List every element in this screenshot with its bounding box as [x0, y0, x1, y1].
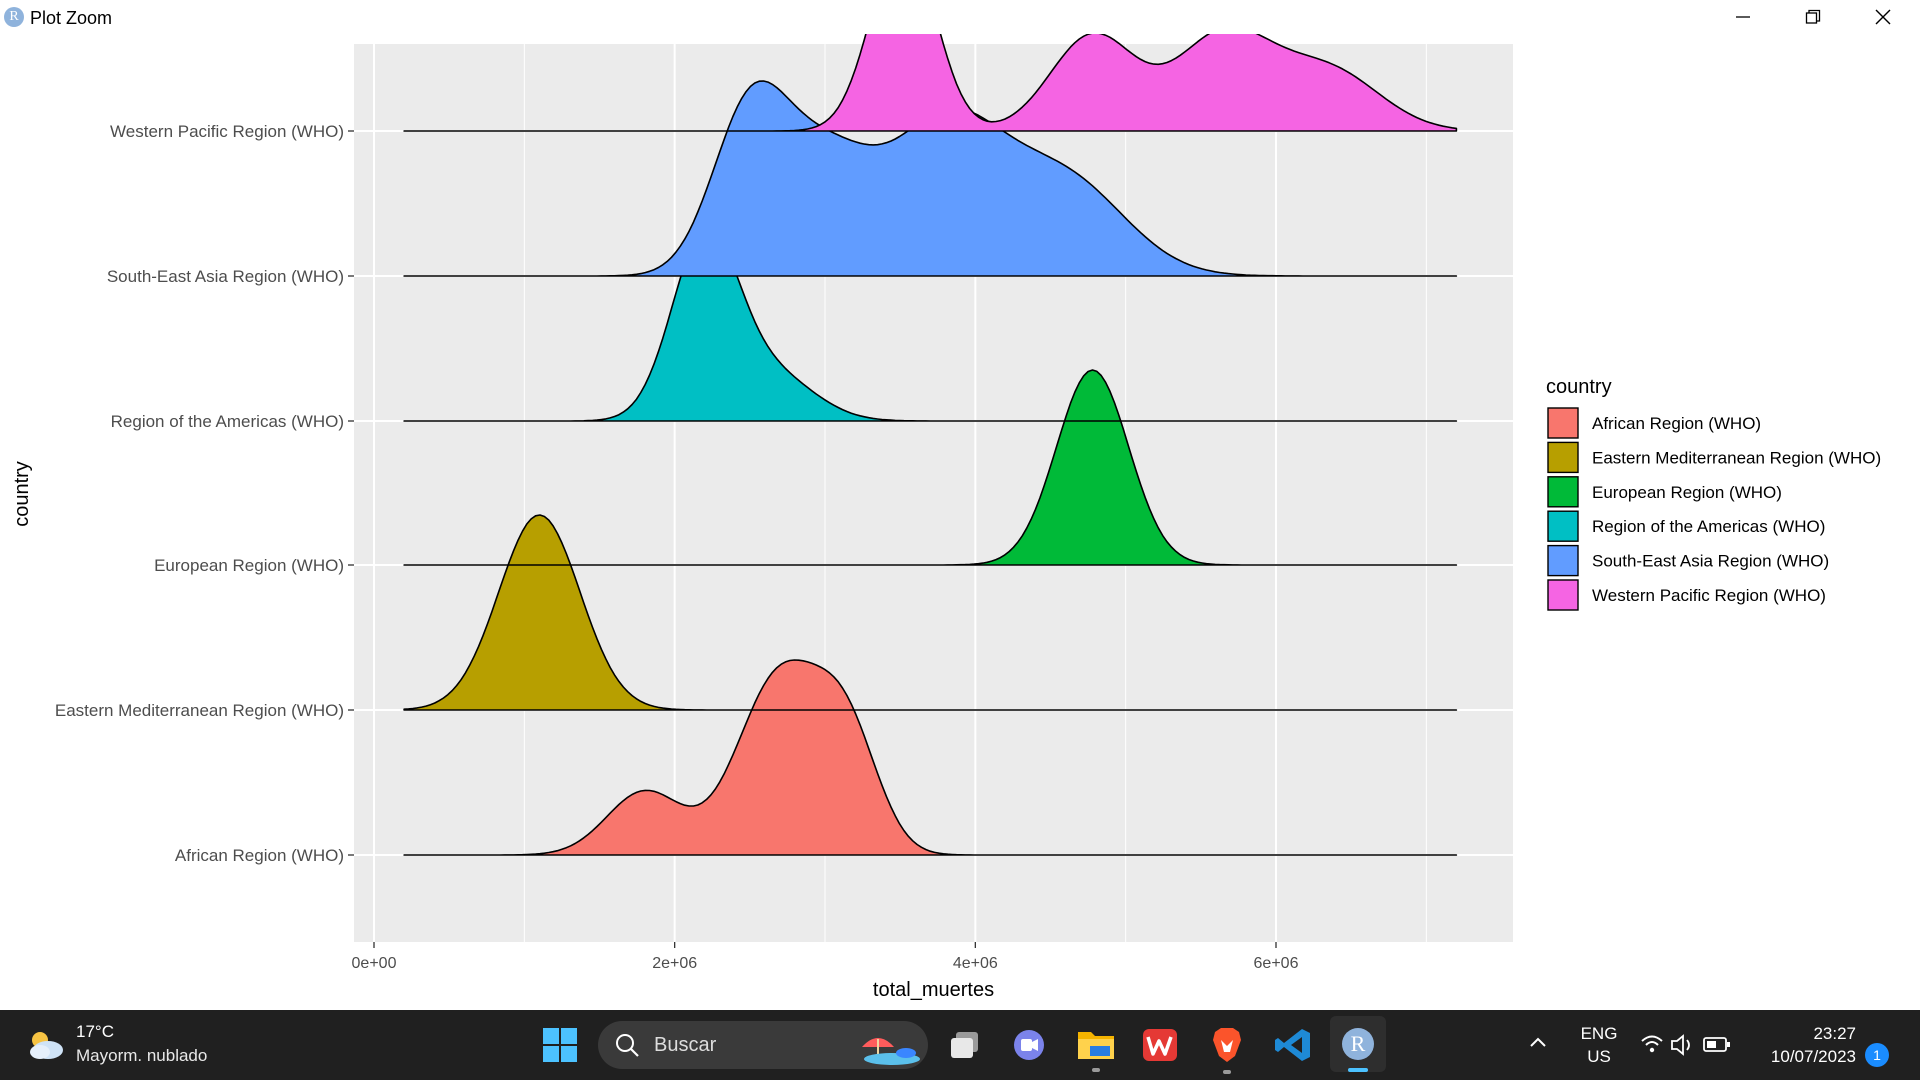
r-gui-button[interactable]: R [1330, 1016, 1386, 1072]
search-icon [616, 1034, 639, 1057]
task-view-icon [951, 1032, 978, 1058]
x-axis-title: total_muertes [873, 979, 994, 1001]
clock-time[interactable]: 23:27 [1813, 1024, 1856, 1043]
minimize-button[interactable] [1708, 0, 1778, 34]
x-tick-label: 4e+06 [953, 955, 998, 972]
legend-title: country [1546, 376, 1612, 398]
windows-start-icon [543, 1028, 577, 1062]
legend-key [1547, 441, 1579, 474]
cloud-sun-icon [30, 1032, 63, 1059]
close-button[interactable] [1848, 0, 1918, 34]
vscode-icon [1275, 1029, 1310, 1061]
language-line1[interactable]: ENG [1580, 1024, 1618, 1043]
file-explorer-icon [1078, 1032, 1114, 1059]
file-explorer-button[interactable] [1076, 1026, 1116, 1072]
y-tick-label: Eastern Mediterranean Region (WHO) [55, 701, 344, 720]
network-sound-battery-button[interactable] [1640, 1032, 1736, 1063]
windows-start-button[interactable] [542, 1027, 578, 1068]
legend-key [1547, 407, 1579, 439]
teams-chat-button[interactable] [1012, 1028, 1046, 1067]
vscode-button[interactable] [1274, 1027, 1312, 1068]
density-ridge [403, 225, 1458, 422]
r-gui-icon [1342, 1028, 1374, 1060]
restore-button[interactable] [1778, 0, 1848, 34]
wifi-icon [1641, 1035, 1663, 1053]
search-placeholder: Buscar [654, 1034, 717, 1056]
r-gui-letter: R [1350, 1031, 1366, 1056]
wps-office-button[interactable] [1142, 1028, 1178, 1067]
taskbar: 17°C Mayorm. nublado Buscar [0, 1010, 1920, 1080]
brave-browser-icon [1213, 1028, 1241, 1062]
weather-widget[interactable] [26, 1028, 66, 1067]
close-icon [1875, 9, 1891, 25]
x-tick-label: 2e+06 [652, 955, 697, 972]
y-tick-label: Western Pacific Region (WHO) [110, 122, 344, 141]
x-tick-label: 0e+00 [352, 955, 397, 972]
show-hidden-icons-button[interactable] [1528, 1032, 1548, 1057]
legend-key [1547, 579, 1579, 611]
y-tick-label: African Region (WHO) [175, 846, 344, 865]
y-axis-title: country [11, 461, 33, 527]
legend-label: South-East Asia Region (WHO) [1592, 552, 1829, 571]
teams-chat-icon [1014, 1030, 1044, 1060]
y-tick-label: South-East Asia Region (WHO) [107, 267, 344, 286]
task-view-button[interactable] [948, 1028, 982, 1067]
taskbar-search-box[interactable]: Buscar [598, 1021, 928, 1069]
clock-date[interactable]: 10/07/2023 [1770, 1047, 1856, 1066]
notification-badge[interactable]: 1 [1865, 1043, 1889, 1067]
density-ridge [403, 369, 1458, 566]
language-line2[interactable]: US [1587, 1047, 1611, 1066]
legend-label: Western Pacific Region (WHO) [1592, 586, 1826, 605]
legend-label: African Region (WHO) [1592, 414, 1761, 433]
volume-icon [1671, 1034, 1690, 1056]
battery-icon [1703, 1037, 1730, 1052]
y-tick-label: Region of the Americas (WHO) [111, 412, 344, 431]
wps-office-icon [1143, 1029, 1177, 1061]
weather-description: Mayorm. nublado [76, 1046, 208, 1065]
legend-label: Eastern Mediterranean Region (WHO) [1592, 448, 1881, 467]
legend-key [1547, 544, 1579, 577]
y-tick-label: European Region (WHO) [154, 556, 344, 575]
system-tray-icons [1641, 1034, 1730, 1056]
legend-key [1547, 476, 1579, 508]
density-ridge [403, 659, 1458, 856]
chevron-up-icon [1530, 1037, 1546, 1047]
legend-key [1547, 510, 1579, 542]
x-tick-label: 6e+06 [1254, 955, 1299, 972]
search-highlight-icon [862, 1038, 920, 1065]
r-app-icon: R [4, 7, 24, 27]
brave-browser-button[interactable] [1210, 1026, 1244, 1074]
legend-label: Region of the Americas (WHO) [1592, 517, 1825, 536]
density-ridge [403, 514, 1458, 711]
restore-icon [1805, 9, 1821, 24]
plot-area: African Region (WHO) Eastern Mediterranea… [0, 0, 1920, 1010]
ridgeline-chart: African Region (WHO) Eastern Mediterranea… [11, 0, 1881, 1001]
legend-label: European Region (WHO) [1592, 483, 1782, 502]
minimize-icon [1736, 16, 1750, 18]
weather-temperature: 17°C [76, 1022, 114, 1041]
window-title: Plot Zoom [30, 8, 113, 28]
window-titlebar: R Plot Zoom [0, 0, 1920, 34]
